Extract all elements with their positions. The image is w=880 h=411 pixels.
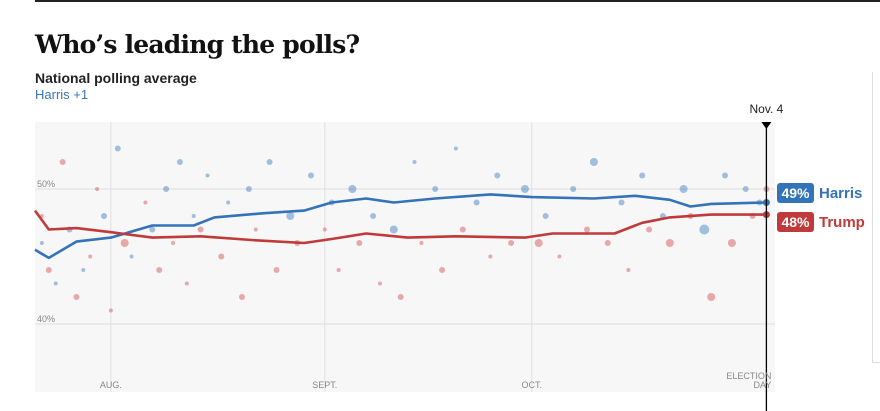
trump-poll-dot: [488, 254, 493, 259]
trump-poll-dot: [197, 226, 204, 233]
top-rule: [35, 0, 880, 2]
trump-poll-dot: [378, 281, 382, 286]
harris-poll-dot: [453, 146, 458, 151]
plot-background: [35, 122, 775, 392]
harris-poll-dot: [176, 159, 183, 165]
trump-average-line: [33, 209, 767, 245]
harris-poll-dot: [245, 186, 252, 192]
trump-poll-dot: [626, 268, 631, 272]
trump-poll-dot: [727, 239, 736, 247]
trump-poll-dot: [95, 187, 100, 191]
harris-poll-dot: [191, 214, 196, 218]
harris-poll-dot: [412, 160, 417, 164]
y-tick-label: 50%: [37, 179, 55, 189]
lead-text: Harris +1: [35, 87, 89, 102]
trump-poll-dot: [419, 241, 424, 245]
trump-poll-dot: [646, 226, 653, 233]
trump-poll-dot: [73, 294, 80, 300]
trump-poll-dot: [322, 227, 327, 232]
harris-poll-dot: [308, 172, 314, 179]
trump-poll-dot: [45, 267, 52, 273]
harris-poll-dot: [473, 199, 480, 206]
harris-poll-dot: [53, 281, 58, 286]
trump-poll-dot: [171, 241, 175, 245]
x-tick-label: ELECTION: [726, 371, 771, 381]
harris-poll-dot: [163, 186, 170, 192]
trump-poll-dot: [707, 293, 716, 301]
harris-poll-dot: [266, 159, 273, 165]
harris-badge: [777, 183, 814, 203]
trump-poll-dot: [557, 254, 562, 259]
trump-label: Trump: [819, 214, 865, 231]
harris-poll-dot: [389, 225, 398, 234]
trump-poll-dot: [108, 308, 113, 313]
harris-poll-dot: [432, 186, 439, 192]
trump-poll-dot: [239, 294, 245, 300]
trump-poll-dot: [665, 239, 674, 247]
marker-label: Nov. 4: [750, 102, 784, 116]
harris-poll-dot: [81, 268, 86, 272]
harris-poll-dot: [226, 200, 231, 205]
harris-poll-dot: [679, 185, 688, 193]
trump-poll-dot: [143, 200, 148, 205]
x-tick-label: AUG.: [100, 380, 122, 390]
harris-poll-dot: [699, 224, 710, 235]
trump-poll-dot: [584, 226, 590, 233]
harris-poll-dot: [542, 213, 549, 219]
trump-poll-dot: [120, 239, 129, 247]
trump-poll-dot: [218, 253, 225, 260]
harris-poll-dot: [618, 199, 625, 206]
chart-subtitle: National polling average: [35, 70, 197, 86]
trump-poll-dot: [88, 254, 93, 259]
trump-poll-dot: [184, 281, 189, 286]
x-tick-label: SEPT.: [312, 380, 337, 390]
harris-poll-dot: [205, 173, 210, 178]
trump-poll-dot: [534, 239, 543, 247]
harris-poll-dot: [639, 172, 646, 179]
marker-triangle-icon: [761, 122, 772, 129]
harris-poll-dot: [494, 172, 501, 179]
trump-poll-dot: [439, 267, 446, 273]
harris-poll-dot: [101, 213, 107, 219]
harris-poll-dot: [149, 226, 156, 233]
harris-poll-dot: [348, 185, 357, 193]
trump-poll-dot: [253, 227, 258, 232]
side-panel-edge: [872, 72, 880, 363]
harris-poll-dot: [722, 172, 728, 179]
y-tick-label: 40%: [37, 314, 55, 324]
trump-poll-dot: [273, 267, 280, 273]
trump-poll-dot: [397, 294, 404, 300]
x-tick-label: DAY: [754, 380, 772, 390]
harris-pct: 49%: [781, 185, 810, 201]
harris-poll-dot: [286, 212, 295, 220]
harris-poll-dot: [114, 145, 121, 152]
harris-poll-dot: [129, 254, 134, 259]
harris-poll-dot: [570, 186, 577, 192]
trump-pct: 48%: [781, 214, 810, 230]
harris-poll-dot: [370, 213, 377, 219]
trump-poll-dot: [336, 268, 341, 272]
harris-poll-dot: [742, 186, 749, 192]
page-title: Who’s leading the polls?: [35, 30, 360, 59]
harris-label: Harris: [819, 185, 862, 202]
trump-badge: [777, 212, 814, 232]
trump-poll-dot: [156, 267, 163, 273]
harris-poll-dot: [520, 185, 529, 193]
trump-poll-dot: [459, 226, 466, 233]
trump-poll-dot: [604, 240, 611, 246]
harris-poll-dot: [589, 158, 598, 166]
x-tick-label: OCT.: [522, 380, 543, 390]
trump-poll-dot: [356, 240, 363, 246]
harris-poll-dot: [39, 241, 44, 245]
trump-poll-dot: [508, 240, 515, 246]
trump-poll-dot: [59, 159, 66, 165]
